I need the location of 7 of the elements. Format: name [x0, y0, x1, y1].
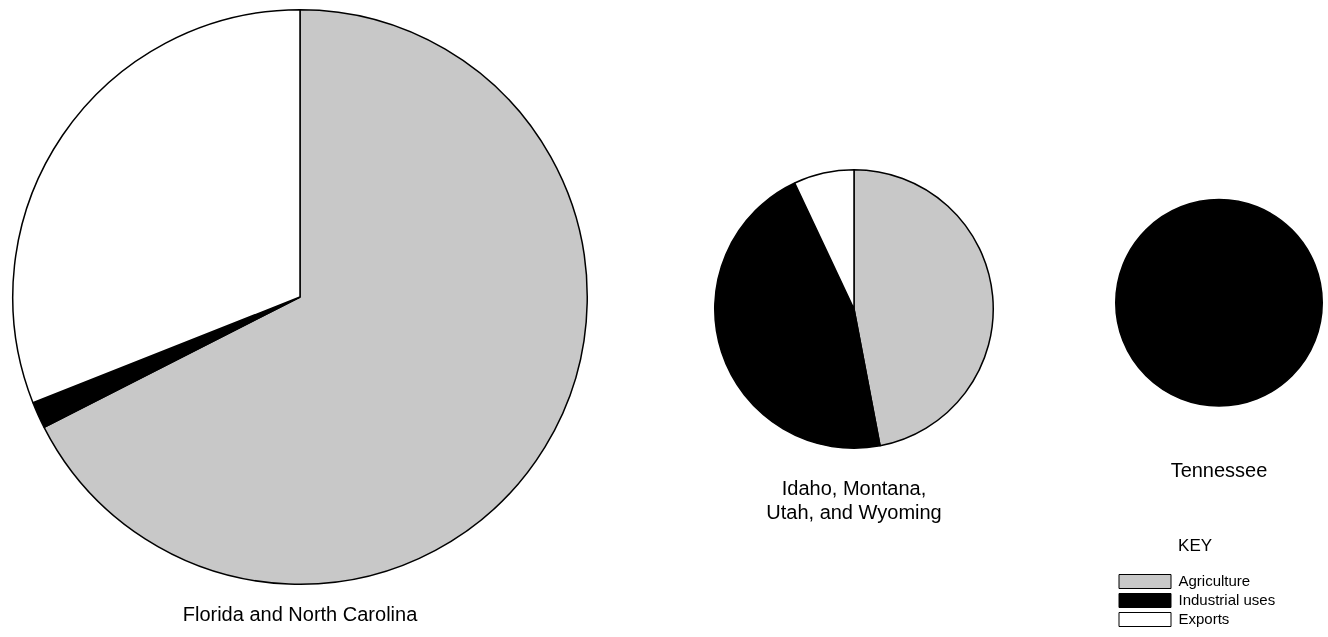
legend-label: Industrial uses — [1178, 590, 1276, 608]
text: Tennessee — [1170, 459, 1268, 482]
text: Idaho, Montana, Utah, and Wyoming — [766, 476, 942, 523]
text: Florida and North Carolina — [182, 602, 419, 625]
legend-label: Agriculture — [1178, 571, 1251, 589]
legend-label: Exports — [1178, 609, 1230, 627]
legend-title: KEY — [1178, 535, 1213, 555]
